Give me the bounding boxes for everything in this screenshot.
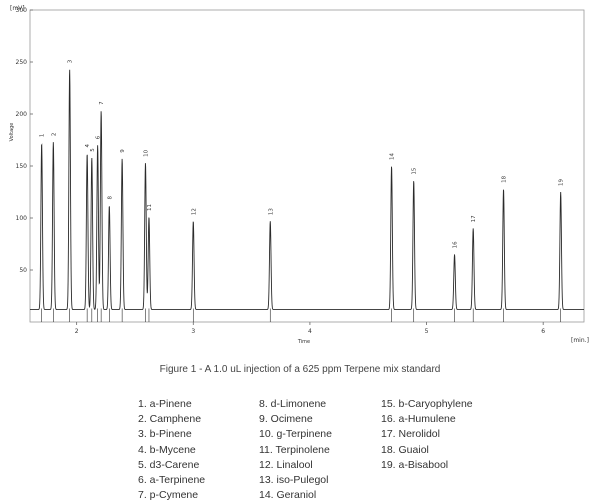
- legend-entry: 3. b-Pinene: [138, 428, 192, 441]
- y-axis-title: Voltage: [9, 123, 15, 142]
- legend-entry: 5. d3-Carene: [138, 458, 200, 471]
- legend-column-3: 15. b-Caryophylene 16. a-Humulene 17. Nero…: [381, 397, 473, 473]
- peak-label-17: 17: [471, 215, 477, 222]
- peak-label-8: 8: [107, 196, 113, 200]
- legend-column-2: 8. d-Limonene 9. Ocimene 10. g-Terpinene 11…: [259, 397, 332, 503]
- y-unit-label: [mV]: [10, 5, 25, 12]
- legend-entry: 8. d-Limonene: [259, 398, 327, 410]
- legend-entry: 18. Guaiol: [381, 443, 429, 456]
- peak-label-15: 15: [412, 167, 418, 174]
- peak-label-12: 12: [191, 208, 197, 215]
- peak-label-3: 3: [68, 59, 74, 63]
- peak-label-1: 1: [40, 134, 46, 138]
- peak-label-7: 7: [99, 101, 105, 105]
- peak-label-5: 5: [90, 148, 96, 152]
- legend-entry: 12. Linalool: [259, 458, 313, 471]
- peak-label-4: 4: [85, 144, 91, 148]
- peak-label-10: 10: [144, 149, 150, 156]
- peak-label-14: 14: [390, 153, 396, 160]
- y-tick-label: 300: [16, 7, 28, 14]
- legend-entry: 19. a-Bisabool: [381, 458, 449, 471]
- chromatogram-trace: [30, 69, 584, 310]
- y-tick-label: 50: [19, 267, 27, 274]
- plot-frame: [29, 9, 585, 323]
- y-tick-label: 150: [16, 163, 28, 170]
- peak-label-11: 11: [147, 204, 153, 211]
- peak-label-13: 13: [268, 208, 274, 215]
- legend-entry: 1. a-Pinene: [138, 398, 192, 410]
- legend-entry: 6. a-Terpinene: [138, 474, 206, 487]
- x-unit-label: [min.]: [571, 337, 589, 344]
- x-tick-label: 2: [75, 328, 79, 335]
- peak-label-19: 19: [559, 179, 565, 186]
- x-axis-title: Time: [297, 339, 310, 345]
- legend-entry: 15. b-Caryophylene: [381, 398, 473, 410]
- peak-label-9: 9: [120, 149, 126, 153]
- legend-entry: 17. Nerolidol: [381, 428, 440, 441]
- legend-entry: 14. Geraniol: [259, 489, 317, 502]
- legend-entry: 13. iso-Pulegol: [259, 474, 329, 487]
- x-tick-label: 5: [425, 328, 429, 335]
- x-tick-label: 4: [308, 328, 312, 335]
- legend-entry: 9. Ocimene: [259, 413, 313, 426]
- peak-label-2: 2: [51, 133, 57, 137]
- legend-entry: 16. a-Humulene: [381, 413, 456, 426]
- peak-label-18: 18: [502, 175, 508, 182]
- legend-entry: 10. g-Terpinene: [259, 428, 332, 441]
- legend-entry: 11. Terpinolene: [259, 443, 330, 456]
- peak-label-6: 6: [96, 135, 102, 139]
- y-tick-label: 200: [16, 111, 28, 118]
- figure-caption: Figure 1 - A 1.0 uL injection of a 625 p…: [159, 364, 441, 375]
- x-tick-label: 6: [541, 328, 545, 335]
- y-tick-label: 100: [16, 215, 28, 222]
- y-tick-label: 250: [16, 59, 28, 66]
- legend-entry: 2. Camphene: [138, 413, 202, 426]
- legend-column-1: 1. a-Pinene 2. Camphene 3. b-Pinene 4. b-My…: [138, 397, 205, 503]
- legend-entry: 4. b-Mycene: [138, 443, 196, 456]
- peak-label-16: 16: [453, 241, 459, 248]
- trace-line: [30, 69, 584, 310]
- legend-entry: 7. p-Cymene: [138, 489, 199, 502]
- x-tick-label: 3: [191, 328, 195, 335]
